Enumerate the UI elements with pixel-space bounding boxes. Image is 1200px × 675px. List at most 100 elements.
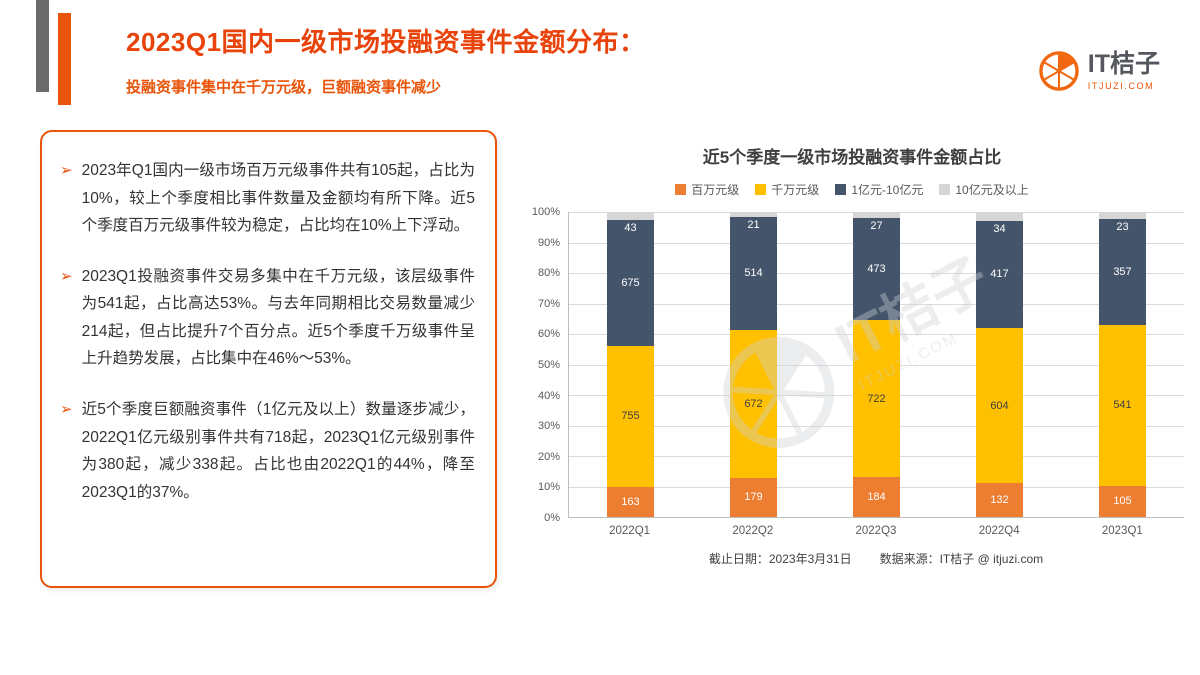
y-tick-label: 0% xyxy=(544,512,560,524)
orange-fruit-icon xyxy=(1038,50,1080,92)
y-tick-label: 30% xyxy=(537,420,560,433)
footnote-source: 数据来源：IT桔子 @ itjuzi.com xyxy=(879,552,1044,566)
stacked-bar-2023Q1: 105 541 357 23 xyxy=(1099,212,1146,517)
x-tick-label: 2022Q4 xyxy=(978,525,1020,537)
segment-label: 184 xyxy=(867,491,886,504)
x-tick-label: 2022Q1 xyxy=(609,525,651,537)
segment-label: 132 xyxy=(990,494,1009,507)
segment-label: 514 xyxy=(744,267,763,280)
legend-swatch xyxy=(675,184,687,195)
insight-item: ➢ 近5个季度巨额融资事件（1亿元及以上）数量逐步减少，2022Q1亿元级别事件… xyxy=(60,396,475,506)
x-tick-label: 2023Q1 xyxy=(1101,525,1143,537)
x-axis: 2022Q1 2022Q2 2022Q3 2022Q4 2023Q1 xyxy=(568,525,1184,537)
segment-label: 34 xyxy=(993,222,1006,235)
segment-label: 21 xyxy=(747,218,760,231)
plot-area: 163 755 675 43 179 672 514 21 184 722 473 27 132 604 4… xyxy=(568,212,1184,518)
logo-text: IT桔子 ITJUZI.COM xyxy=(1087,49,1160,91)
bar-segment: 34 xyxy=(976,212,1023,235)
bar-segment: 179 xyxy=(730,477,777,517)
y-tick-label: 90% xyxy=(537,236,560,249)
bar-segment: 184 xyxy=(853,477,900,517)
stacked-bar-2022Q3: 184 722 473 27 xyxy=(853,212,900,517)
segment-label: 105 xyxy=(1113,495,1132,508)
legend-swatch xyxy=(755,184,767,195)
segment-label: 23 xyxy=(1116,220,1129,233)
legend-item: 10亿元及以上 xyxy=(939,181,1029,198)
legend-item: 千万元级 xyxy=(755,181,819,198)
y-tick-label: 20% xyxy=(537,450,560,463)
legend-label: 1亿元-10亿元 xyxy=(851,183,924,197)
bar-segment: 132 xyxy=(976,483,1023,517)
bar-segment: 43 xyxy=(607,212,654,234)
stacked-bar-2022Q4: 132 604 417 34 xyxy=(976,212,1023,517)
segment-label: 675 xyxy=(621,276,640,289)
y-tick-label: 80% xyxy=(537,267,560,280)
bar-segment: 473 xyxy=(853,217,900,321)
bar-segment: 755 xyxy=(607,345,654,487)
itjuzi-logo: IT桔子 ITJUZI.COM xyxy=(1038,50,1160,92)
bar-segment: 417 xyxy=(976,220,1023,328)
chart-title: 近5个季度一级市场投融资事件金额占比 xyxy=(702,148,1002,167)
y-tick-label: 60% xyxy=(537,328,560,341)
segment-label: 604 xyxy=(990,399,1009,412)
bars-layer: 163 755 675 43 179 672 514 21 184 722 473 27 132 604 4… xyxy=(569,212,1184,517)
logo-domain: ITJUZI.COM xyxy=(1087,80,1155,91)
stacked-bar-2022Q2: 179 672 514 21 xyxy=(730,212,777,517)
header: 2023Q1国内一级市场投融资事件金额分布： 投融资事件集中在千万元级，巨额融资… xyxy=(126,22,646,97)
bar-segment: 675 xyxy=(607,220,654,346)
footnote-date: 截止日期：2023年3月31日 xyxy=(708,552,852,566)
legend-swatch xyxy=(939,184,951,195)
insight-text: 2023年Q1国内一级市场百万元级事件共有105起，占比为10%，较上个季度相比… xyxy=(81,162,475,235)
segment-label: 672 xyxy=(744,397,763,410)
segment-label: 541 xyxy=(1113,399,1132,412)
segment-label: 473 xyxy=(867,263,886,276)
legend-label: 10亿元及以上 xyxy=(955,183,1029,197)
page-title: 2023Q1国内一级市场投融资事件金额分布： xyxy=(126,27,646,57)
bar-segment: 514 xyxy=(730,216,777,330)
bar-segment: 672 xyxy=(730,329,777,478)
legend-item: 百万元级 xyxy=(675,181,739,198)
chart-footnote: 截止日期：2023年3月31日 数据来源：IT桔子 @ itjuzi.com xyxy=(568,550,1184,567)
bullet-arrow-icon: ➢ xyxy=(60,267,73,285)
segment-label: 417 xyxy=(990,268,1009,281)
insight-panel: ➢ 2023年Q1国内一级市场百万元级事件共有105起，占比为10%，较上个季度… xyxy=(40,130,497,588)
insight-text: 近5个季度巨额融资事件（1亿元及以上）数量逐步减少，2022Q1亿元级别事件共有… xyxy=(81,401,475,501)
segment-label: 27 xyxy=(870,219,883,232)
bar-segment: 23 xyxy=(1099,212,1146,233)
x-tick-label: 2022Q2 xyxy=(732,525,774,537)
plot-wrap: 100% 90% 80% 70% 60% 50% 40% 30% 20% 10% 0% 163 755… xyxy=(520,206,1184,524)
segment-label: 722 xyxy=(867,392,886,405)
bar-segment: 163 xyxy=(607,486,654,517)
y-tick-label: 100% xyxy=(531,206,560,218)
bullet-arrow-icon: ➢ xyxy=(60,162,73,179)
bar-segment: 27 xyxy=(853,212,900,232)
segment-label: 755 xyxy=(621,410,640,423)
chart-legend: 百万元级 千万元级 1亿元-10亿元 10亿元及以上 xyxy=(520,181,1184,198)
stacked-bar-chart: 近5个季度一级市场投融资事件金额占比 百万元级 千万元级 1亿元-10亿元 10亿元及… xyxy=(520,143,1184,567)
y-tick-label: 70% xyxy=(537,297,560,310)
legend-swatch xyxy=(835,184,847,195)
deco-bar-orange xyxy=(58,13,71,105)
x-tick-label: 2022Q3 xyxy=(855,525,897,537)
y-tick-label: 10% xyxy=(537,481,560,494)
bar-segment: 105 xyxy=(1099,485,1146,517)
bar-segment: 541 xyxy=(1099,324,1146,486)
y-tick-label: 50% xyxy=(537,359,560,371)
logo-name: IT桔子 xyxy=(1087,49,1160,78)
bar-segment: 21 xyxy=(730,212,777,231)
bullet-arrow-icon: ➢ xyxy=(60,401,73,419)
segment-label: 357 xyxy=(1113,265,1132,278)
stacked-bar-2022Q1: 163 755 675 43 xyxy=(607,212,654,517)
legend-label: 千万元级 xyxy=(771,183,820,197)
bar-segment: 357 xyxy=(1099,218,1146,325)
segment-label: 179 xyxy=(744,491,763,504)
legend-label: 百万元级 xyxy=(691,183,740,197)
segment-label: 43 xyxy=(624,222,637,235)
bar-segment: 604 xyxy=(976,327,1023,484)
insight-item: ➢ 2023Q1投融资事件交易多集中在千万元级，该层级事件为541起，占比高达5… xyxy=(60,263,475,373)
deco-bar-gray xyxy=(36,0,49,92)
y-tick-label: 40% xyxy=(537,389,560,402)
bar-segment: 722 xyxy=(853,320,900,478)
insight-item: ➢ 2023年Q1国内一级市场百万元级事件共有105起，占比为10%，较上个季度… xyxy=(60,157,475,240)
